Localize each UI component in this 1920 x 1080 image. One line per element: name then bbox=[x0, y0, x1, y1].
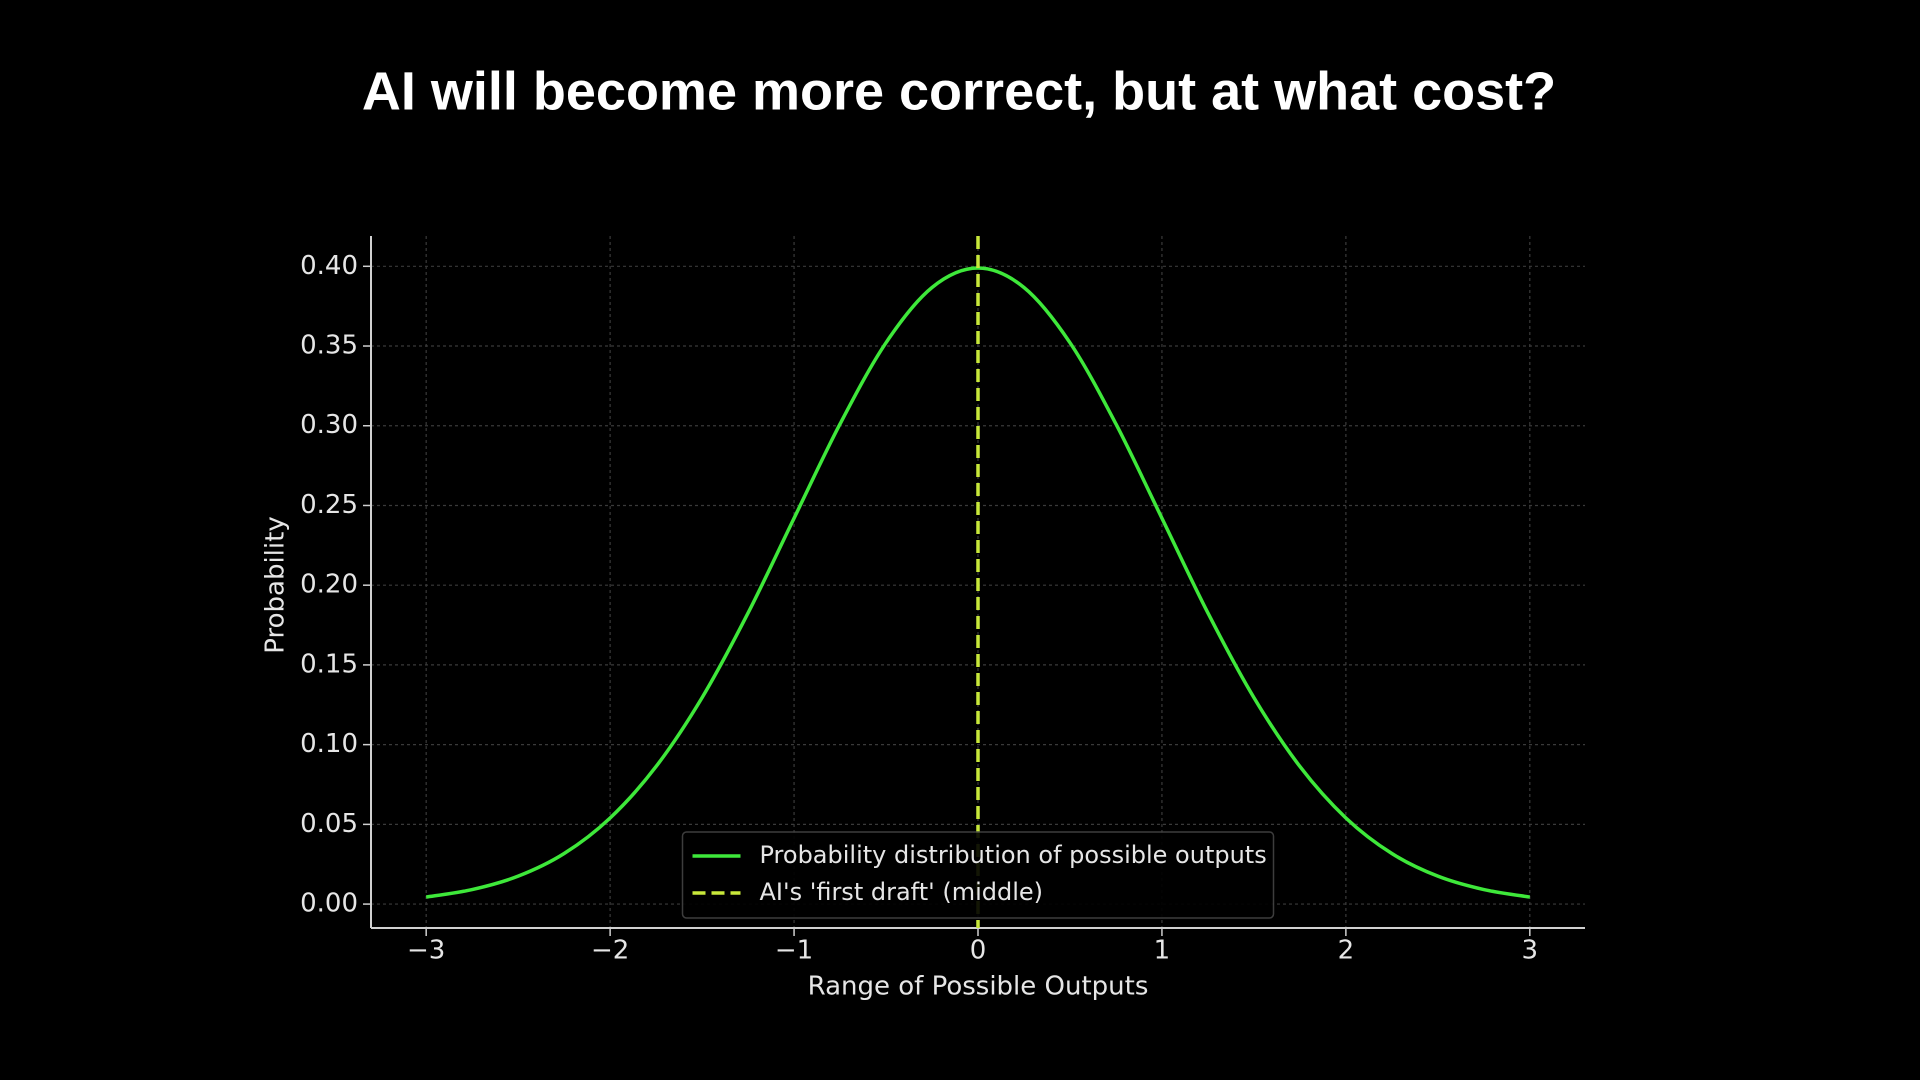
y-tick-label: 0.35 bbox=[300, 331, 358, 361]
y-axis-label: Probability bbox=[261, 516, 291, 653]
y-tick-label: 0.05 bbox=[300, 809, 358, 839]
x-tick-label: 1 bbox=[1154, 936, 1171, 966]
legend: Probability distribution of possible out… bbox=[681, 831, 1275, 919]
x-axis-label: Range of Possible Outputs bbox=[808, 972, 1149, 1002]
x-tick-label: 3 bbox=[1522, 936, 1539, 966]
x-tick-label: −2 bbox=[591, 936, 629, 966]
y-tick-label: 0.25 bbox=[300, 490, 358, 520]
y-tick-label: 0.30 bbox=[300, 410, 358, 440]
legend-label: AI's 'first draft' (middle) bbox=[760, 878, 1044, 906]
x-tick-label: −3 bbox=[407, 936, 445, 966]
x-tick-label: −1 bbox=[775, 936, 813, 966]
y-tick-label: 0.20 bbox=[300, 570, 358, 600]
y-tick-label: 0.40 bbox=[300, 251, 358, 281]
line-series bbox=[425, 266, 1531, 899]
y-tick-label: 0.10 bbox=[300, 729, 358, 759]
y-tick-label: 0.15 bbox=[300, 649, 358, 679]
chart-title: AI will become more correct, but at what… bbox=[362, 61, 1556, 121]
y-tick-label: 0.00 bbox=[300, 889, 358, 919]
x-tick-label: 2 bbox=[1338, 936, 1355, 966]
legend-label: Probability distribution of possible out… bbox=[760, 841, 1267, 869]
x-tick-label: 0 bbox=[970, 936, 987, 966]
legend-box bbox=[681, 831, 1275, 919]
